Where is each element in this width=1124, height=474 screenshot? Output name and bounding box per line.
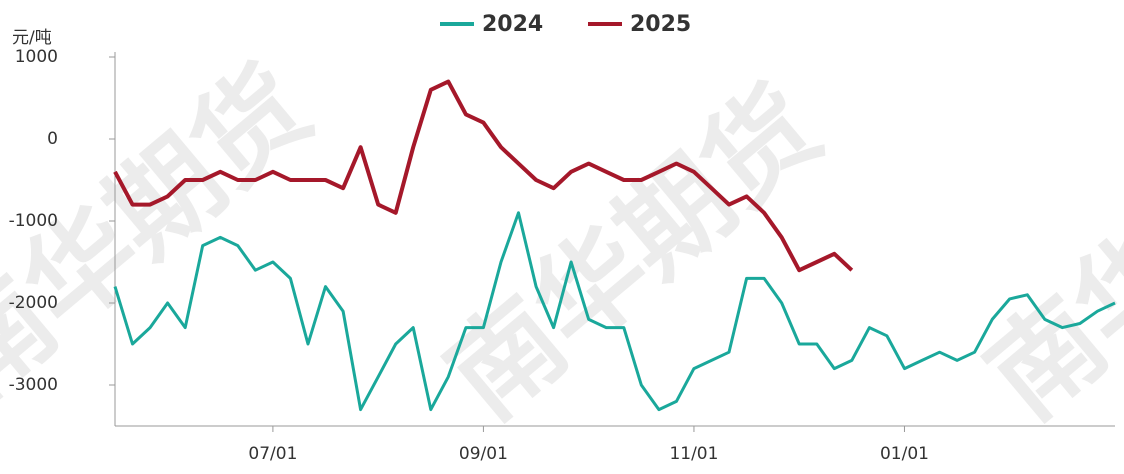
series-line bbox=[113, 211, 1116, 412]
legend-label: 2025 bbox=[630, 12, 691, 37]
x-tick-label: 01/01 bbox=[880, 444, 929, 464]
watermark: 南华期货 bbox=[0, 42, 333, 423]
y-tick-label: -2000 bbox=[9, 293, 58, 313]
y-tick-label: -3000 bbox=[9, 375, 58, 395]
watermark: 南华期货 bbox=[964, 62, 1124, 443]
y-tick-label: 0 bbox=[47, 129, 58, 149]
y-axis-label: 元/吨 bbox=[12, 28, 52, 48]
x-tick-label: 11/01 bbox=[669, 444, 718, 464]
series-line bbox=[113, 79, 854, 273]
y-tick-label: -1000 bbox=[9, 211, 58, 231]
y-tick-label: 1000 bbox=[15, 47, 58, 67]
x-tick-label: 07/01 bbox=[248, 444, 297, 464]
x-tick-label: 09/01 bbox=[459, 444, 508, 464]
watermark: 南华期货 bbox=[424, 62, 843, 443]
legend-label: 2024 bbox=[482, 12, 543, 37]
